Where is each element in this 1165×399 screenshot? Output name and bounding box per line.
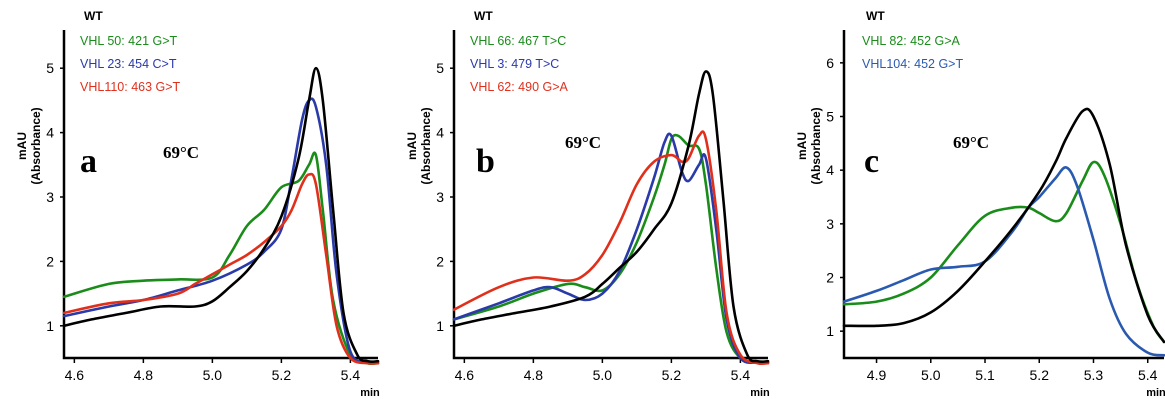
x-tick-label: 5.2 — [272, 367, 292, 383]
legend-entry: VHL 23: 454 C>T — [80, 57, 177, 71]
axes-frame — [62, 30, 378, 360]
y-axis-label: mAU (Absorbance) — [405, 107, 433, 184]
y-axis-label-line: (Absorbance) — [419, 107, 433, 184]
x-axis-unit: min — [360, 387, 380, 399]
series-group — [62, 66, 380, 366]
axes-frame — [842, 30, 1164, 360]
x-tick-label: 5.2 — [662, 367, 682, 383]
legend-entry: VHL110: 463 G>T — [80, 80, 181, 94]
legend-title: WT — [866, 9, 885, 23]
series-line-wt — [842, 107, 1165, 344]
y-tick-label: 4 — [436, 125, 444, 141]
series-group — [452, 70, 770, 366]
series-line-wt — [452, 70, 770, 363]
axes-frame — [452, 30, 768, 360]
y-tick-label: 5 — [436, 60, 444, 76]
series-line-1 — [842, 166, 1165, 357]
y-tick-label: 4 — [826, 162, 834, 178]
legend-title: WT — [474, 9, 493, 23]
x-tick-label: 4.6 — [65, 367, 85, 383]
series-group — [842, 107, 1165, 357]
x-tick-label: 5.0 — [203, 367, 223, 383]
y-axis-label: mAU (Absorbance) — [795, 107, 823, 184]
legend-entry: VHL 62: 490 G>A — [470, 80, 569, 94]
x-tick-label: 5.3 — [1084, 367, 1104, 383]
y-tick-label: 1 — [46, 318, 54, 334]
x-tick-label: 5.1 — [975, 367, 995, 383]
chart-panel-a: mAU (Absorbance) 1 2 3 4 5 4.6 4.8 5.0 5.2 5.4 min WT… — [15, 9, 380, 399]
y-tick-label: 3 — [436, 189, 444, 205]
series-line-2 — [452, 130, 770, 366]
x-tick-label: 4.9 — [867, 367, 887, 383]
x-tick-label: 5.4 — [341, 367, 361, 383]
y-tick-label: 4 — [46, 125, 54, 141]
legend-entry: VHL 82: 452 G>A — [862, 34, 961, 48]
y-axis-label-line: mAU — [795, 132, 809, 160]
panel-letter: b — [476, 143, 495, 180]
y-tick-label: 2 — [46, 253, 54, 269]
y-tick-label: 6 — [826, 55, 834, 71]
y-axis-label-line: mAU — [15, 132, 29, 160]
y-axis-label-line: (Absorbance) — [809, 107, 823, 184]
legend-entry: VHL 66: 467 T>C — [470, 34, 566, 48]
legend-title: WT — [84, 9, 103, 23]
y-axis-label: mAU (Absorbance) — [15, 107, 43, 184]
x-tick-label: 5.2 — [1030, 367, 1050, 383]
series-line-1 — [62, 97, 380, 364]
y-tick-label: 3 — [46, 189, 54, 205]
chart-panel-b: mAU (Absorbance) 1 2 3 4 5 4.6 4.8 5.0 5.2 5.4 min WT… — [405, 9, 770, 399]
series-line-0 — [452, 133, 770, 365]
panel-letter: c — [864, 143, 879, 180]
y-tick-label: 2 — [826, 270, 834, 286]
series-line-wt — [62, 66, 380, 363]
temperature-annotation: 69°C — [953, 133, 989, 152]
x-tick-label: 5.4 — [731, 367, 751, 383]
chart-panel-c: mAU (Absorbance) 1 2 3 4 5 6 4.9 5.0 5.1 5.2 5.3 5.4 m… — [795, 9, 1165, 399]
y-tick-label: 2 — [436, 253, 444, 269]
y-axis-label-line: (Absorbance) — [29, 107, 43, 184]
x-tick-label: 4.8 — [524, 367, 544, 383]
legend-entry: VHL 3: 479 T>C — [470, 57, 559, 71]
x-tick-label: 5.0 — [921, 367, 941, 383]
y-tick-label: 3 — [826, 216, 834, 232]
temperature-annotation: 69°C — [565, 133, 601, 152]
y-tick-label: 1 — [826, 323, 834, 339]
series-line-0 — [62, 151, 380, 366]
y-tick-label: 1 — [436, 318, 444, 334]
x-tick-label: 5.0 — [593, 367, 613, 383]
temperature-annotation: 69°C — [163, 143, 199, 162]
x-tick-label: 5.4 — [1138, 367, 1158, 383]
x-axis-unit: min — [1146, 387, 1165, 399]
series-line-2 — [62, 172, 380, 365]
x-tick-label: 4.6 — [455, 367, 475, 383]
legend-entry: VHL104: 452 G>T — [862, 57, 963, 71]
y-tick-label: 5 — [826, 109, 834, 125]
legend-entry: VHL 50: 421 G>T — [80, 34, 178, 48]
y-tick-label: 5 — [46, 60, 54, 76]
panel-letter: a — [80, 143, 97, 180]
y-axis-label-line: mAU — [405, 132, 419, 160]
x-tick-label: 4.8 — [134, 367, 154, 383]
x-axis-unit: min — [750, 387, 770, 399]
